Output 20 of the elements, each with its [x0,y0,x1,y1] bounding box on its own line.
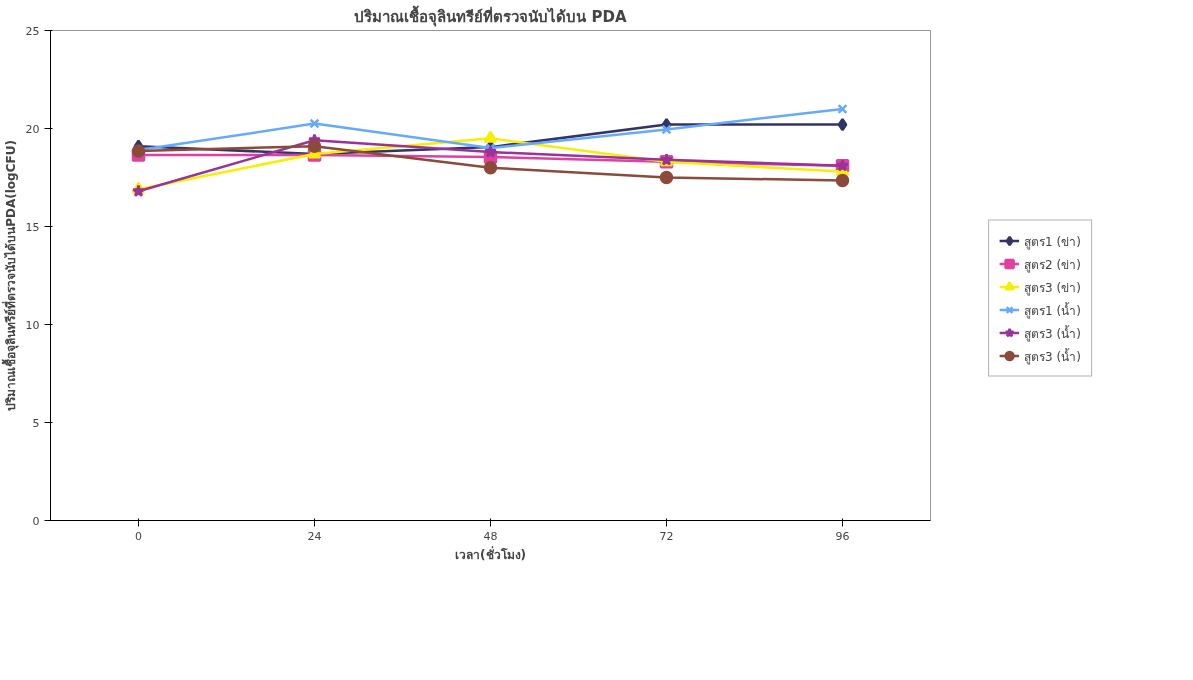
x-tick-label: 72 [659,529,674,543]
legend-label: สูตร3 (ข่า) [1024,279,1081,296]
legend-label: สูตร3 (น้ำ) [1024,324,1081,342]
y-tick-label: 15 [25,220,40,234]
y-tick-label: 0 [32,514,40,528]
y-tick-label: 10 [25,318,40,332]
x-tick-label: 96 [835,529,850,543]
legend-label: สูตร3 (น้ำ) [1024,347,1081,365]
x-tick-label: 48 [483,529,498,543]
legend-label: สูตร2 (ข่า) [1024,256,1081,273]
x-tick-label: 0 [135,529,142,543]
y-tick-label: 20 [25,122,40,136]
legend-label: สูตร1 (น้ำ) [1024,301,1081,319]
y-axis-title: ปริมาณเชื้อจุลินทรีย์ที่ตรวจนับได้บนPDA(logCFU) [0,140,19,411]
legend-label: สูตร1 (ข่า) [1024,233,1081,250]
chart-title: ปริมาณเชื้อจุลินทรีย์ที่ตรวจนับได้บน PDA [354,4,628,27]
x-axis-title: เวลา(ชั่วโมง) [455,545,526,562]
y-tick-label: 25 [25,24,40,38]
y-tick-label: 5 [32,416,40,430]
x-tick-label: 24 [307,529,322,543]
